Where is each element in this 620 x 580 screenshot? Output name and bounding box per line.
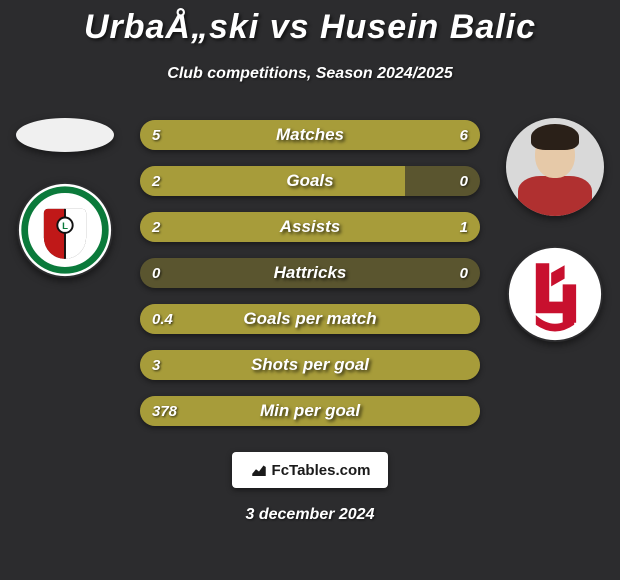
footer-date: 3 december 2024 [0,506,620,524]
stat-bar-left [140,212,367,242]
right-player-column [500,118,610,342]
stat-row: Goals per match0.4 [140,304,480,334]
stat-row: Goals20 [140,166,480,196]
chart-icon [250,461,268,479]
stat-value-left: 0 [152,258,160,288]
left-player-column: L [10,118,120,278]
brand-text: FcTables.com [272,462,371,479]
legia-badge-icon: L [17,182,113,278]
stat-row: Matches56 [140,120,480,150]
stat-bar-left [140,120,295,150]
stats-bars: Matches56Goals20Assists21Hattricks00Goal… [140,120,480,442]
stat-row: Hattricks0 0 [140,258,480,288]
player-right-club-badge [507,246,603,342]
stat-row: Min per goal378 [140,396,480,426]
stat-bar-left [140,396,480,426]
brand-badge: FcTables.com [232,452,388,488]
stat-bar-right [367,212,480,242]
avatar-body-shape [518,176,592,216]
player-left-club-badge: L [17,182,113,278]
stat-label: Hattricks [140,258,480,288]
player-right-avatar [506,118,604,216]
page-subtitle: Club competitions, Season 2024/2025 [0,65,620,83]
avatar-hair-shape [531,124,579,150]
stat-bar-left [140,304,480,334]
stat-bar-right [295,120,480,150]
stat-bar-left [140,166,405,196]
stat-row: Shots per goal3 [140,350,480,380]
stat-bar-left [140,350,480,380]
page-title: UrbaÅ„ski vs Husein Balic [0,0,620,47]
svg-text:L: L [62,221,68,232]
player-left-avatar [16,118,114,152]
stat-row: Assists21 [140,212,480,242]
stat-value-right: 0 [460,258,468,288]
stat-value-right: 0 [460,166,468,196]
lks-badge-icon [507,246,603,342]
